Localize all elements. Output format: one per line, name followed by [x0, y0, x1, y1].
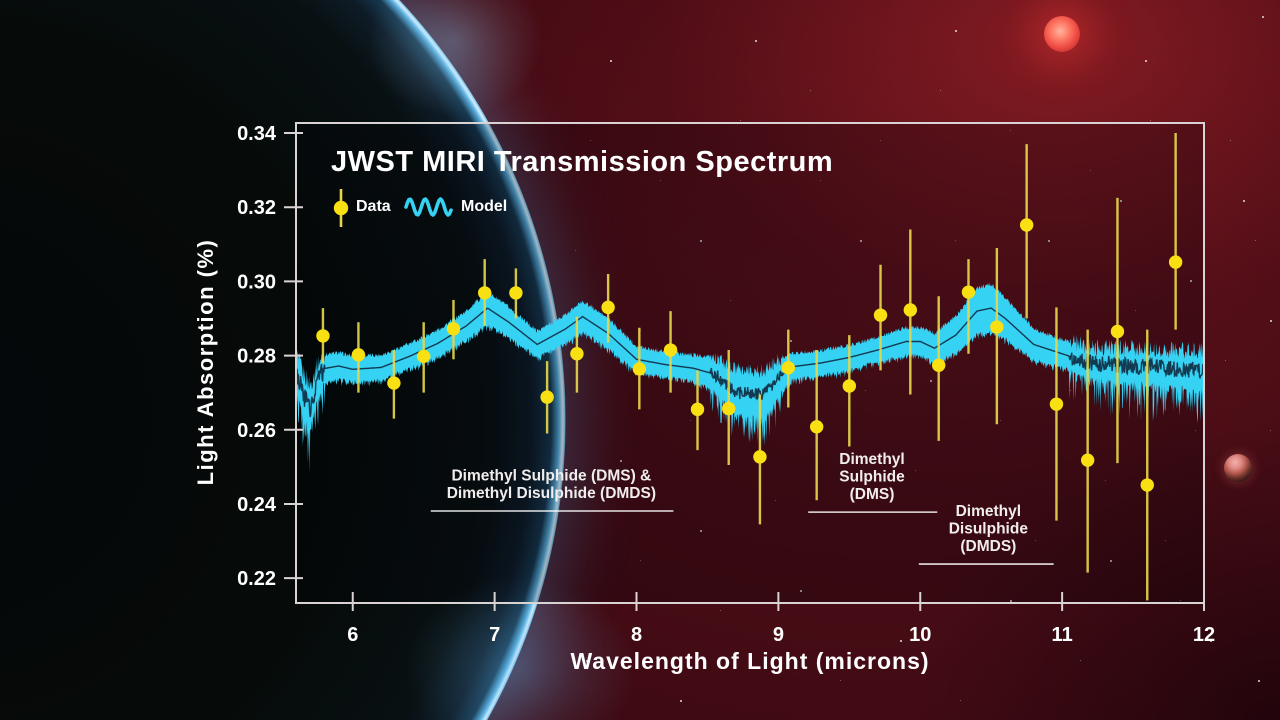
legend-model-wave-icon	[404, 197, 453, 217]
data-point	[387, 376, 401, 390]
data-point	[753, 450, 767, 464]
data-point	[990, 320, 1004, 334]
model-band	[296, 282, 1204, 474]
legend-model-label: Model	[461, 198, 508, 215]
red-dwarf-star	[1044, 16, 1080, 52]
annotation-dms-line: Dimethyl	[839, 451, 904, 468]
annotation-dms-dmds-line: Dimethyl Disulphide (DMDS)	[447, 485, 656, 502]
data-point	[931, 358, 946, 372]
data-point	[1080, 453, 1095, 467]
x-tick-label: 9	[773, 624, 784, 646]
x-axis-label: Wavelength of Light (microns)	[570, 648, 930, 674]
data-point	[842, 379, 857, 393]
annotation-dmds-line: Dimethyl	[956, 503, 1021, 520]
data-point	[1168, 255, 1183, 269]
data-point	[351, 348, 366, 362]
y-tick-label: 0.22	[237, 568, 276, 590]
data-point	[316, 329, 330, 343]
data-point	[1140, 478, 1154, 492]
data-point	[601, 300, 615, 315]
annotation-dmds-line: Disulphide	[949, 521, 1029, 538]
annotation-dms-line: (DMS)	[850, 486, 895, 503]
data-point	[873, 308, 888, 322]
data-point	[722, 401, 736, 416]
y-tick-label: 0.32	[237, 197, 276, 219]
data-point	[509, 286, 523, 300]
data-point	[477, 286, 492, 300]
data-point	[570, 347, 584, 361]
annotation-dms-line: Sulphide	[839, 469, 905, 486]
data-point	[1110, 324, 1125, 339]
x-tick-label: 6	[347, 624, 358, 646]
x-tick-label: 11	[1052, 624, 1073, 646]
data-point	[961, 285, 976, 299]
plot-frame	[295, 122, 1205, 604]
data-point	[903, 303, 918, 317]
legend-data-label: Data	[356, 198, 391, 215]
x-tick-label: 12	[1193, 624, 1215, 646]
y-tick-label: 0.34	[237, 123, 277, 145]
data-point	[540, 390, 554, 404]
data-point	[1049, 397, 1064, 411]
annotation-dmds-line: (DMDS)	[960, 538, 1016, 555]
y-tick-label: 0.30	[237, 271, 276, 293]
model-center-line	[295, 307, 1205, 418]
y-tick-label: 0.24	[237, 494, 277, 516]
exoplanet	[0, 0, 566, 720]
y-axis-label: Light Absorption (%)	[193, 238, 218, 486]
x-tick-label: 8	[631, 624, 642, 646]
data-point	[446, 322, 461, 336]
x-tick-label: 10	[909, 624, 931, 646]
y-tick-label: 0.26	[237, 420, 276, 442]
data-point	[632, 362, 647, 376]
data-point	[690, 402, 705, 417]
data-point	[809, 420, 824, 434]
legend-data-dot-icon	[333, 200, 349, 216]
data-point	[416, 349, 431, 364]
companion-planet	[1224, 454, 1252, 482]
data-point	[663, 343, 678, 357]
chart-title: JWST MIRI Transmission Spectrum	[331, 146, 834, 178]
y-tick-label: 0.28	[237, 346, 276, 368]
data-point	[781, 361, 796, 375]
data-point	[1019, 218, 1034, 232]
annotation-dms-dmds-line: Dimethyl Sulphide (DMS) &	[451, 468, 651, 485]
x-tick-label: 7	[489, 624, 500, 646]
